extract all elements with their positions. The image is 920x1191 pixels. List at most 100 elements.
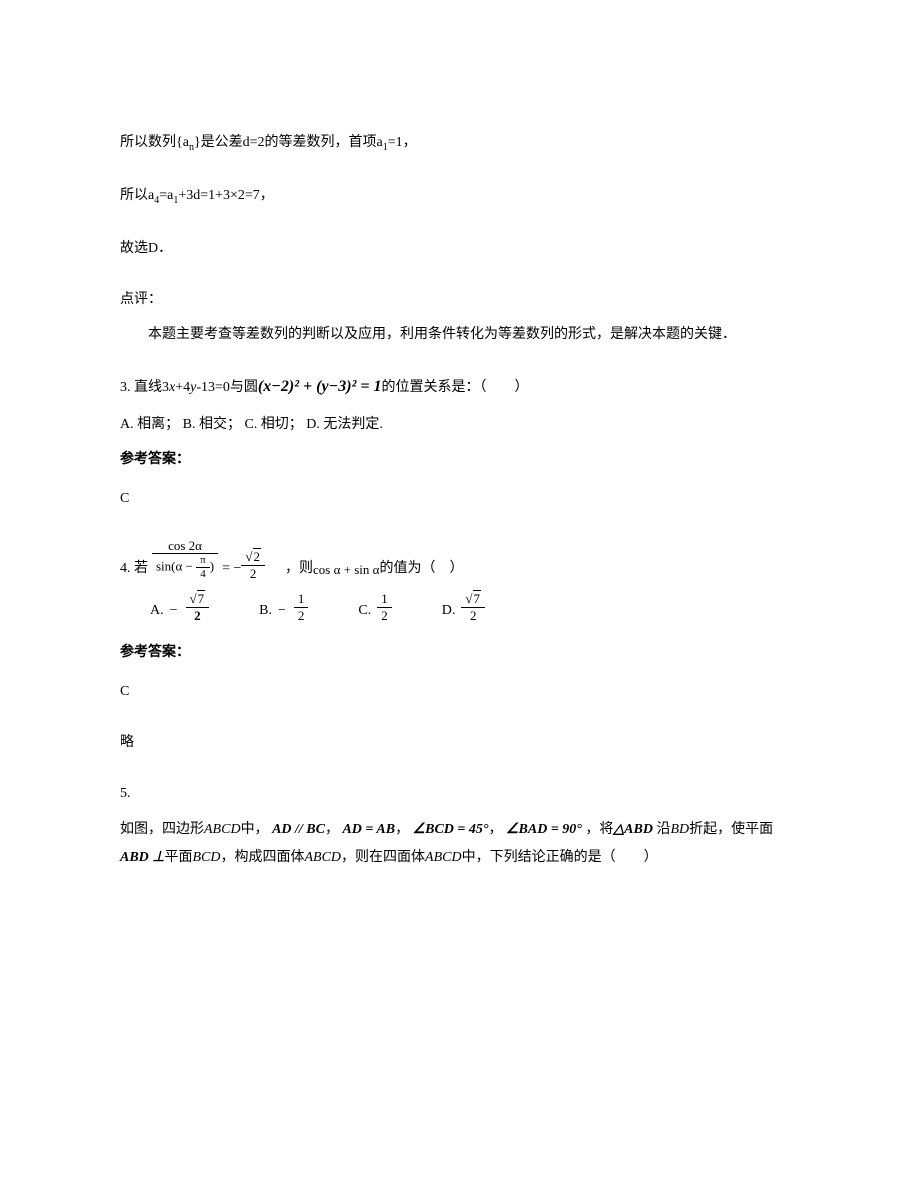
expression: cos α + sin α bbox=[313, 558, 379, 581]
options-text: A. 相离； B. 相交； C. 相切； D. 无法判定. bbox=[120, 417, 383, 432]
label: D. bbox=[442, 598, 456, 623]
text: C bbox=[120, 491, 129, 506]
numerator: 1 bbox=[294, 591, 309, 608]
text: C bbox=[120, 684, 129, 699]
neg: − bbox=[278, 598, 286, 623]
option-b: B. − 1 2 bbox=[259, 591, 308, 623]
text: =a bbox=[159, 188, 173, 203]
text: 如图，四边形 bbox=[120, 822, 204, 837]
radicand: 7 bbox=[197, 590, 206, 606]
numerator: cos 2α bbox=[152, 538, 218, 555]
radicand: 2 bbox=[253, 548, 262, 564]
pi: π bbox=[196, 554, 210, 568]
sep: ， bbox=[325, 822, 339, 837]
formula-1: AD // BC bbox=[272, 822, 325, 837]
text: 折起，使平面 bbox=[689, 822, 773, 837]
text: =1， bbox=[388, 135, 417, 150]
label: C. bbox=[358, 598, 371, 623]
text: -13=0与圆 bbox=[196, 380, 258, 395]
numerator: 1 bbox=[377, 591, 392, 608]
text: ，则 bbox=[285, 556, 313, 581]
four: 4 bbox=[196, 568, 210, 581]
denominator: 2 bbox=[461, 608, 485, 624]
denominator: sin(α − π4) bbox=[152, 554, 218, 581]
fraction: 7 2 bbox=[461, 591, 485, 623]
neg: − bbox=[170, 598, 178, 623]
denominator: 2 bbox=[377, 608, 392, 624]
abcd: ABCD bbox=[304, 850, 341, 865]
formula-6: ABD ⊥ bbox=[120, 850, 164, 865]
label: B. bbox=[259, 598, 272, 623]
formula-5: △ABD bbox=[613, 822, 653, 837]
text: 略 bbox=[120, 735, 134, 750]
text: 所以a bbox=[120, 188, 154, 203]
text: 所以数列{a bbox=[120, 135, 189, 150]
answer-4: C bbox=[120, 679, 800, 704]
formula-3: ∠BCD = 45° bbox=[413, 822, 489, 837]
text: 参考答案： bbox=[120, 452, 190, 467]
question-3: 3. 直线3x+4y-13=0与圆(x−2)² + (y−3)² = 1的位置关… bbox=[120, 373, 800, 402]
fraction: 1 2 bbox=[377, 591, 392, 623]
answer-3: C bbox=[120, 486, 800, 511]
bcd: BCD bbox=[192, 850, 220, 865]
numerator: 7 bbox=[186, 591, 210, 608]
option-a: A. − 7 2 bbox=[150, 591, 209, 623]
inner-frac: π4 bbox=[196, 554, 210, 581]
text: }是公差d=2的等差数列，首项a bbox=[194, 135, 383, 150]
text: 平面 bbox=[164, 850, 192, 865]
text: 3. 直线3 bbox=[120, 380, 169, 395]
question-5-number: 5. bbox=[120, 781, 800, 806]
solution-line-1: 所以数列{an}是公差d=2的等差数列，首项a1=1， bbox=[120, 130, 800, 157]
text: 沿 bbox=[653, 822, 671, 837]
numerator: 7 bbox=[461, 591, 485, 608]
circle-formula: (x−2)² + (y−3)² = 1 bbox=[258, 378, 382, 395]
denominator: 2 bbox=[241, 566, 265, 582]
fraction: 1 2 bbox=[294, 591, 309, 623]
text: 中， bbox=[241, 822, 269, 837]
sep: ， bbox=[488, 822, 502, 837]
comment-body: 本题主要考查等差数列的判断以及应用，利用条件转化为等差数列的形式，是解决本题的关… bbox=[120, 322, 800, 347]
text: +4 bbox=[175, 380, 190, 395]
formula-4: ∠BAD = 90° bbox=[506, 822, 582, 837]
question-4: 4. 若 cos 2α sin(α − π4) = − 2 2 ，则 cos α… bbox=[120, 538, 800, 582]
bd: BD bbox=[670, 822, 689, 837]
text: 故选D． bbox=[120, 241, 172, 256]
fraction-rhs: 2 2 bbox=[241, 549, 265, 581]
answer-heading-4: 参考答案： bbox=[120, 640, 800, 665]
answer-4-note: 略 bbox=[120, 730, 800, 755]
denominator: 2 bbox=[294, 608, 309, 624]
fraction: 7 2 bbox=[186, 591, 210, 623]
equals: = − bbox=[222, 556, 241, 581]
text: ) bbox=[210, 559, 214, 574]
text: 中，下列结论正确的是（ ） bbox=[462, 850, 658, 865]
option-d: D. 7 2 bbox=[442, 591, 485, 623]
radicand: 7 bbox=[473, 590, 482, 606]
sep: ， bbox=[395, 822, 409, 837]
denominator: 2 bbox=[186, 608, 210, 624]
text: 的值为（ ） bbox=[379, 556, 463, 581]
question-3-options: A. 相离； B. 相交； C. 相切； D. 无法判定. bbox=[120, 412, 800, 437]
text: 4. 若 bbox=[120, 556, 148, 581]
comment-label: 点评： bbox=[120, 287, 800, 312]
text: 本题主要考查等差数列的判断以及应用，利用条件转化为等差数列的形式，是解决本题的关… bbox=[148, 327, 736, 342]
text: ，构成四面体 bbox=[220, 850, 304, 865]
solution-line-3: 故选D． bbox=[120, 236, 800, 261]
fraction-lhs: cos 2α sin(α − π4) bbox=[152, 538, 218, 582]
text: 点评： bbox=[120, 292, 162, 307]
text: ，则在四面体 bbox=[341, 850, 425, 865]
answer-heading-3: 参考答案： bbox=[120, 447, 800, 472]
option-c: C. 1 2 bbox=[358, 591, 391, 623]
abcd: ABCD bbox=[425, 850, 462, 865]
text: sin(α − bbox=[156, 559, 196, 574]
question-4-options: A. − 7 2 B. − 1 2 C. 1 2 D. 7 2 bbox=[150, 591, 800, 623]
solution-line-2: 所以a4=a1+3d=1+3×2=7， bbox=[120, 183, 800, 210]
text: ，将 bbox=[585, 822, 613, 837]
text: 5. bbox=[120, 786, 131, 801]
numerator: 2 bbox=[241, 549, 265, 566]
text: +3d=1+3×2=7， bbox=[178, 188, 273, 203]
abcd: ABCD bbox=[204, 822, 241, 837]
question-5-body: 如图，四边形ABCD中， AD // BC， AD = AB， ∠BCD = 4… bbox=[120, 816, 800, 872]
text: 参考答案： bbox=[120, 645, 190, 660]
label: A. bbox=[150, 598, 164, 623]
formula-2: AD = AB bbox=[342, 822, 395, 837]
